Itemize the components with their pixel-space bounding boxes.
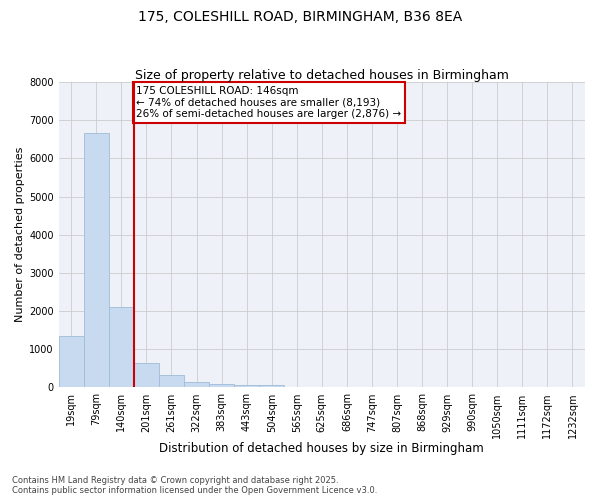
Bar [259,385,284,388]
X-axis label: Distribution of detached houses by size in Birmingham: Distribution of detached houses by size … [160,442,484,455]
Bar [134,363,159,388]
Bar [184,382,209,388]
Text: Contains HM Land Registry data © Crown copyright and database right 2025.
Contai: Contains HM Land Registry data © Crown c… [12,476,377,495]
Bar [159,376,184,388]
Title: Size of property relative to detached houses in Birmingham: Size of property relative to detached ho… [135,69,509,82]
Y-axis label: Number of detached properties: Number of detached properties [15,147,25,322]
Bar [109,308,134,388]
Bar [84,133,109,388]
Text: 175, COLESHILL ROAD, BIRMINGHAM, B36 8EA: 175, COLESHILL ROAD, BIRMINGHAM, B36 8EA [138,10,462,24]
Bar [234,385,259,388]
Text: 175 COLESHILL ROAD: 146sqm
← 74% of detached houses are smaller (8,193)
26% of s: 175 COLESHILL ROAD: 146sqm ← 74% of deta… [136,86,401,119]
Bar [209,384,234,388]
Bar [59,336,84,388]
